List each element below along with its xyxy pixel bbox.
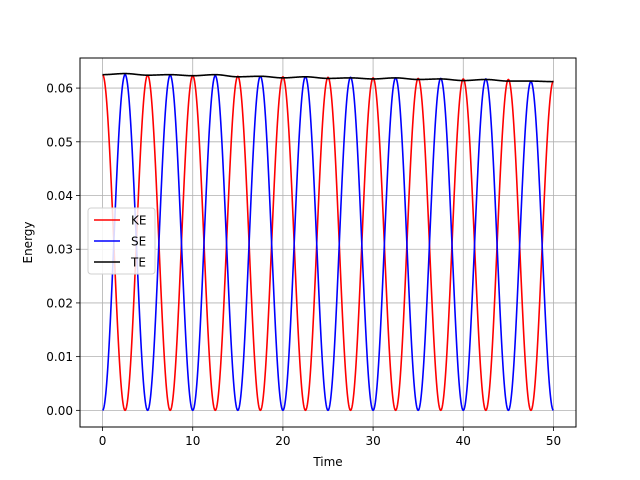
series-line-ke bbox=[102, 73, 554, 412]
y-tick-label: 0.06 bbox=[46, 82, 73, 96]
legend: KE SE TE bbox=[87, 207, 156, 275]
x-tick-label: 0 bbox=[99, 434, 107, 448]
legend-box bbox=[87, 207, 156, 275]
legend-label-ke: KE bbox=[131, 214, 146, 228]
legend-label-se: SE bbox=[131, 235, 146, 249]
legend-label-te: TE bbox=[130, 256, 146, 270]
x-tick-label: 10 bbox=[185, 434, 200, 448]
x-tick-label: 50 bbox=[546, 434, 561, 448]
y-tick-label: 0.05 bbox=[46, 135, 73, 149]
y-tick-label: 0.04 bbox=[46, 189, 73, 203]
x-tick-label: 30 bbox=[365, 434, 380, 448]
x-tick-label: 40 bbox=[456, 434, 471, 448]
y-tick-label: 0.00 bbox=[46, 404, 73, 418]
x-tick-label: 20 bbox=[275, 434, 290, 448]
y-tick-label: 0.02 bbox=[46, 296, 73, 310]
plot-frame bbox=[79, 57, 577, 428]
x-axis-label: Time bbox=[312, 455, 342, 469]
series-line-te bbox=[102, 72, 554, 83]
axis-ticks: 0 10 20 30 40 50 0.00 0.01 0.02 0.03 0.04 0.05 0.06 bbox=[46, 82, 561, 448]
grid bbox=[80, 58, 576, 427]
y-tick-label: 0.03 bbox=[46, 243, 73, 257]
series-line-se bbox=[102, 73, 554, 412]
y-axis-label: Energy bbox=[21, 221, 35, 263]
series-lines bbox=[102, 72, 554, 412]
y-tick-label: 0.01 bbox=[46, 350, 73, 364]
